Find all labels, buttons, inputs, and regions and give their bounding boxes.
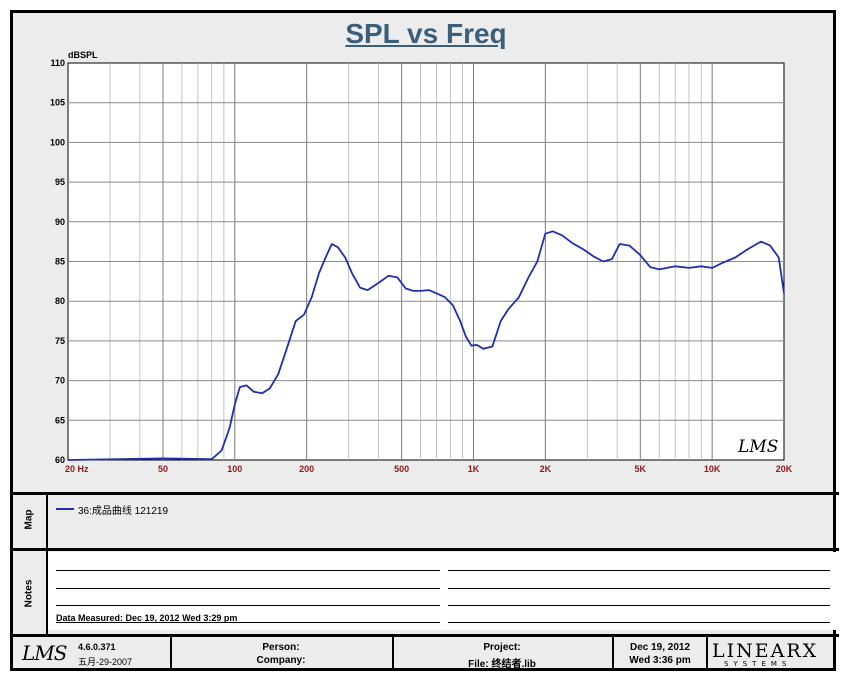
linearx-logo: LINEARX	[712, 640, 819, 662]
y-tick-label: 80	[55, 296, 65, 306]
x-tick-label: 500	[394, 464, 409, 474]
y-tick-label: 70	[55, 376, 65, 386]
divider-map-top	[13, 492, 839, 495]
x-tick-label: 2K	[540, 464, 552, 474]
note-line	[56, 622, 440, 623]
series-group	[67, 230, 785, 461]
x-tick-label: 50	[158, 464, 168, 474]
y-tick-label: 85	[55, 257, 65, 267]
x-tick-label: 100	[227, 464, 242, 474]
footer-time: Wed 3:36 pm	[629, 655, 691, 666]
note-line	[448, 622, 830, 623]
map-label-divider	[46, 494, 48, 549]
notes-label-divider	[46, 550, 48, 634]
x-tick-label: 5K	[635, 464, 647, 474]
company-label: Company:	[256, 655, 306, 666]
divider-notes-top	[13, 548, 839, 551]
note-line	[56, 605, 440, 606]
note-line	[56, 570, 440, 571]
grid	[68, 63, 784, 460]
footer-divider	[170, 636, 172, 670]
y-tick-label: 105	[50, 98, 65, 108]
footer-date: Dec 19, 2012	[629, 642, 691, 653]
footer-divider	[612, 636, 614, 670]
note-line	[448, 588, 830, 589]
y-axis-label: dBSPL	[68, 50, 98, 60]
series-line	[67, 230, 785, 461]
person-label: Person:	[262, 642, 300, 653]
notes-area[interactable]	[48, 552, 836, 630]
version: 4.6.0.371	[78, 642, 116, 652]
data-measured: Data Measured: Dec 19, 2012 Wed 3:29 pm	[56, 613, 238, 623]
build-date: 五月-29-2007	[78, 657, 133, 667]
x-tick-label: 1K	[468, 464, 480, 474]
y-tick-label: 100	[50, 137, 65, 147]
y-tick-label: 75	[55, 336, 65, 346]
note-line	[56, 588, 440, 589]
x-tick-label: 20 Hz	[65, 464, 89, 474]
legend-entry[interactable]: 36:成品曲线 121219	[78, 506, 169, 517]
project-label: Project:	[483, 642, 521, 653]
note-line	[448, 570, 830, 571]
lms-logo: LMS	[22, 641, 67, 665]
y-tick-label: 110	[50, 58, 65, 68]
x-tick-label: 200	[299, 464, 314, 474]
chart-title: SPL vs Freq	[345, 18, 507, 49]
map-label: Map	[23, 509, 35, 530]
x-tick-label: 20K	[776, 464, 793, 474]
file-label: File: 终结者.lib	[468, 659, 536, 670]
footer-divider	[706, 636, 708, 670]
lms-watermark: LMS	[737, 437, 778, 457]
x-tick-labels: 20 Hz 50 100 200 500 1K 2K 5K 10K 20K	[65, 464, 793, 474]
divider-footer-top	[13, 634, 839, 637]
y-tick-label: 95	[55, 177, 65, 187]
note-line	[448, 605, 830, 606]
legend-swatch	[56, 508, 74, 510]
y-tick-labels: 60 65 70 75 80 85 90 95 100 105 110	[50, 58, 65, 465]
notes-label: Notes	[23, 579, 35, 608]
x-tick-label: 10K	[704, 464, 721, 474]
y-tick-label: 60	[55, 455, 65, 465]
linearx-subtitle: SYSTEMS	[724, 660, 792, 668]
y-tick-label: 90	[55, 217, 65, 227]
y-tick-label: 65	[55, 415, 65, 425]
footer-divider	[392, 636, 394, 670]
